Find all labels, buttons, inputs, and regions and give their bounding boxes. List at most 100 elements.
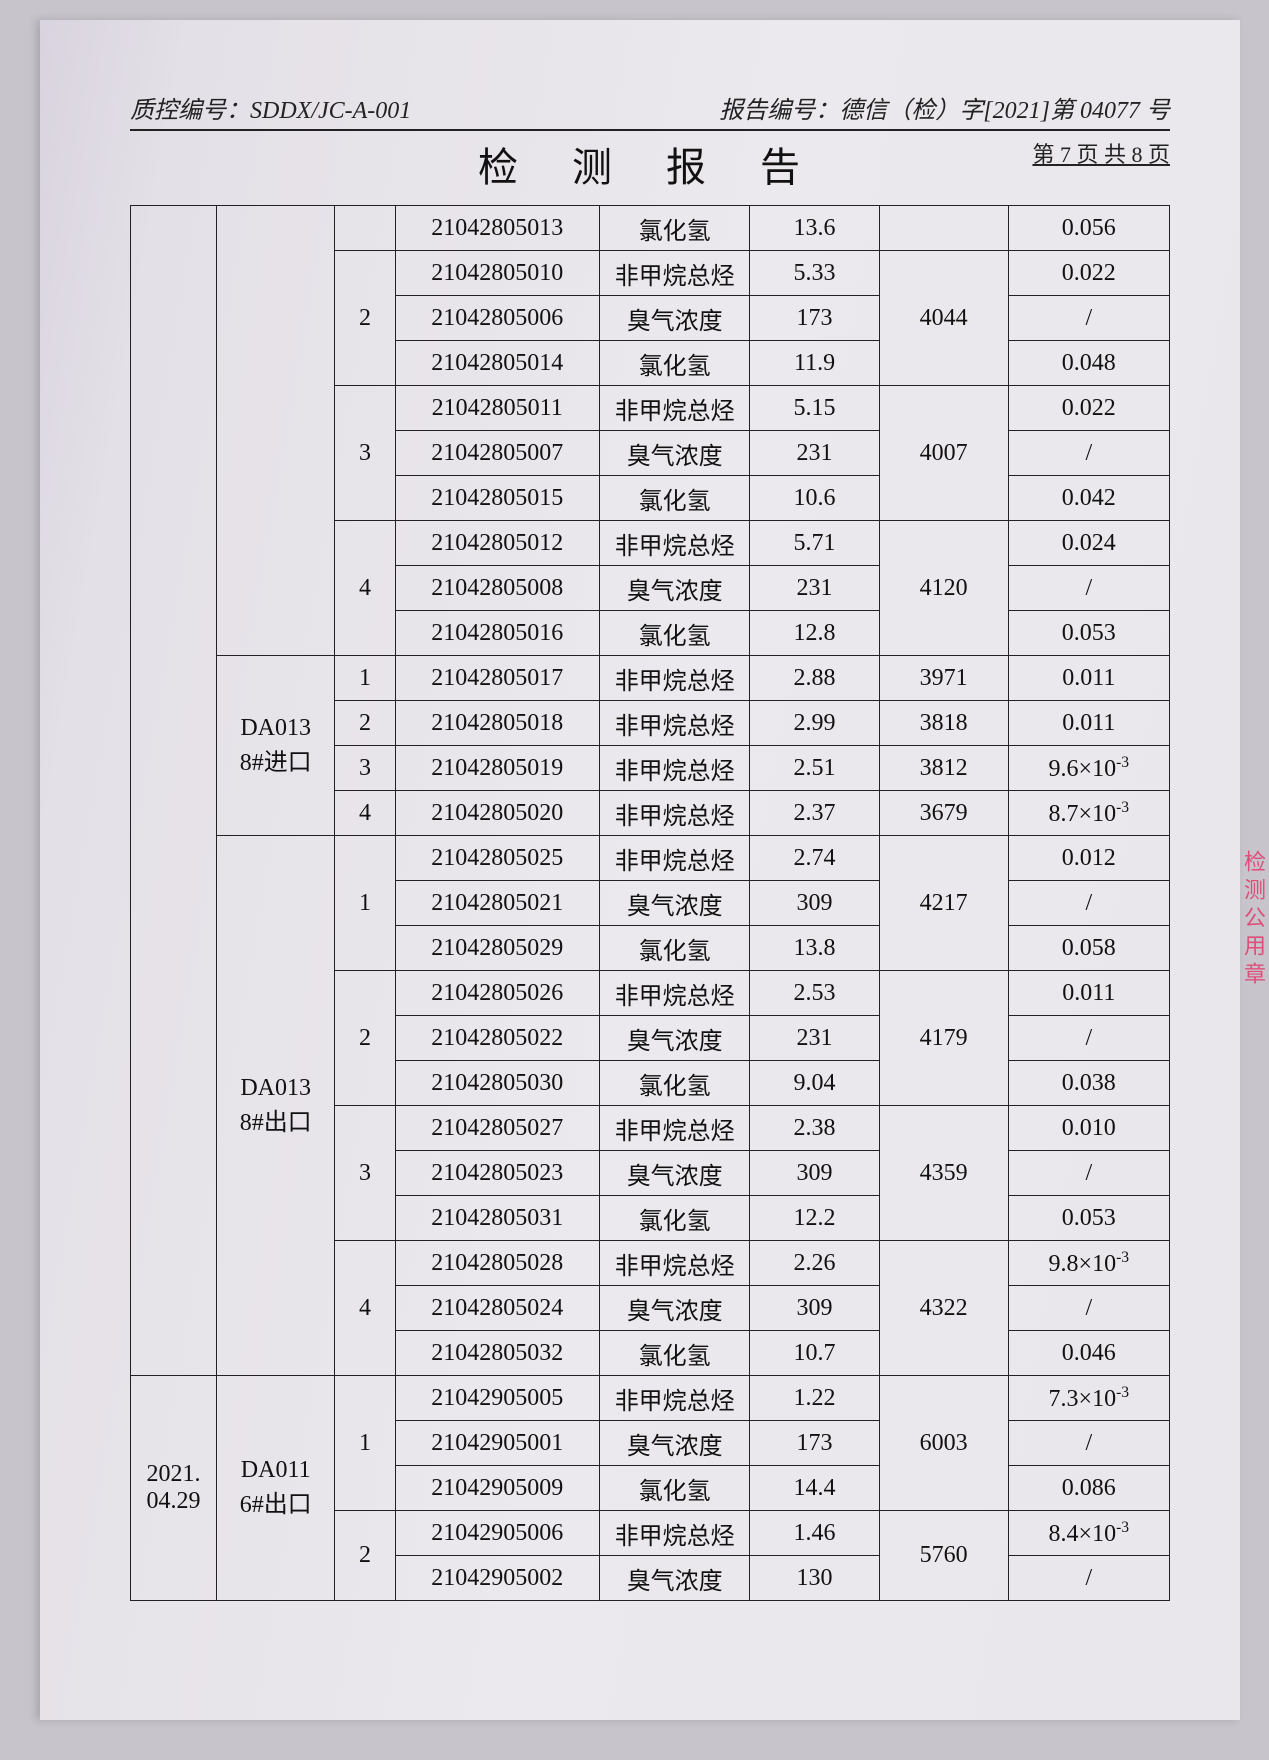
sample-id-cell: 21042805007 xyxy=(395,431,599,476)
sequence-cell: 4 xyxy=(335,521,395,656)
value-cell: 2.51 xyxy=(750,746,879,791)
value-cell: 5.71 xyxy=(750,521,879,566)
item-cell: 非甲烷总烃 xyxy=(599,971,750,1016)
sequence-cell: 2 xyxy=(335,1511,395,1601)
flow-cell: 4217 xyxy=(879,836,1008,971)
sample-id-cell: 21042805022 xyxy=(395,1016,599,1061)
location-cell: DA011 6#出口 xyxy=(217,1376,335,1601)
report-title: 检 测 报 告 xyxy=(130,135,1170,193)
value-cell: 2.37 xyxy=(750,791,879,836)
location-cell: DA013 8#出口 xyxy=(217,836,335,1376)
value-cell: 231 xyxy=(750,566,879,611)
item-cell: 非甲烷总烃 xyxy=(599,791,750,836)
qc-value: SDDX/JC-A-001 xyxy=(250,98,411,124)
qc-label: 质控编号： xyxy=(130,98,250,124)
item-cell: 臭气浓度 xyxy=(599,296,750,341)
sequence-cell: 1 xyxy=(335,836,395,971)
value-cell: 2.88 xyxy=(750,656,879,701)
sample-id-cell: 21042805010 xyxy=(395,251,599,296)
value-cell: 173 xyxy=(750,296,879,341)
item-cell: 非甲烷总烃 xyxy=(599,251,750,296)
item-cell: 氯化氢 xyxy=(599,341,750,386)
date-cell xyxy=(131,206,217,1376)
qc-number: 质控编号：SDDX/JC-A-001 xyxy=(130,90,411,125)
item-cell: 臭气浓度 xyxy=(599,1556,750,1601)
result-cell: 0.024 xyxy=(1008,521,1169,566)
sequence-cell: 2 xyxy=(335,251,395,386)
item-cell: 臭气浓度 xyxy=(599,1151,750,1196)
item-cell: 非甲烷总烃 xyxy=(599,656,750,701)
result-cell: 0.058 xyxy=(1008,926,1169,971)
sample-id-cell: 21042805030 xyxy=(395,1061,599,1106)
result-cell: / xyxy=(1008,296,1169,341)
value-cell: 130 xyxy=(750,1556,879,1601)
sample-id-cell: 21042805017 xyxy=(395,656,599,701)
result-cell: 0.038 xyxy=(1008,1061,1169,1106)
result-cell: 0.010 xyxy=(1008,1106,1169,1151)
item-cell: 氯化氢 xyxy=(599,476,750,521)
item-cell: 非甲烷总烃 xyxy=(599,1106,750,1151)
item-cell: 非甲烷总烃 xyxy=(599,701,750,746)
header-row: 质控编号：SDDX/JC-A-001 报告编号：德信（检）字[2021]第 04… xyxy=(130,90,1170,131)
flow-cell: 4007 xyxy=(879,386,1008,521)
sequence-cell: 1 xyxy=(335,1376,395,1511)
result-cell: 0.048 xyxy=(1008,341,1169,386)
flow-cell: 4120 xyxy=(879,521,1008,656)
sample-id-cell: 21042805026 xyxy=(395,971,599,1016)
result-cell: 0.053 xyxy=(1008,1196,1169,1241)
value-cell: 12.2 xyxy=(750,1196,879,1241)
result-cell: 0.011 xyxy=(1008,971,1169,1016)
value-cell: 5.33 xyxy=(750,251,879,296)
sequence-cell: 3 xyxy=(335,386,395,521)
sample-id-cell: 21042805016 xyxy=(395,611,599,656)
item-cell: 臭气浓度 xyxy=(599,1421,750,1466)
sequence-cell: 1 xyxy=(335,656,395,701)
value-cell: 231 xyxy=(750,1016,879,1061)
item-cell: 氯化氢 xyxy=(599,1061,750,1106)
flow-cell: 3679 xyxy=(879,791,1008,836)
sample-id-cell: 21042805013 xyxy=(395,206,599,251)
result-cell: 0.011 xyxy=(1008,701,1169,746)
result-cell: / xyxy=(1008,1421,1169,1466)
value-cell: 11.9 xyxy=(750,341,879,386)
report-page: 质控编号：SDDX/JC-A-001 报告编号：德信（检）字[2021]第 04… xyxy=(40,20,1240,1720)
sample-id-cell: 21042805020 xyxy=(395,791,599,836)
sequence-cell xyxy=(335,206,395,251)
flow-cell: 6003 xyxy=(879,1376,1008,1511)
data-table: 21042805013氯化氢13.60.056221042805010非甲烷总烃… xyxy=(130,205,1170,1601)
result-cell: / xyxy=(1008,1016,1169,1061)
sample-id-cell: 21042805032 xyxy=(395,1331,599,1376)
sample-id-cell: 21042805015 xyxy=(395,476,599,521)
table-row: 2021. 04.29DA011 6#出口121042905005非甲烷总烃1.… xyxy=(131,1376,1170,1421)
sample-id-cell: 21042805023 xyxy=(395,1151,599,1196)
sample-id-cell: 21042905006 xyxy=(395,1511,599,1556)
result-cell: / xyxy=(1008,1556,1169,1601)
location-cell: DA013 8#进口 xyxy=(217,656,335,836)
sample-id-cell: 21042805011 xyxy=(395,386,599,431)
item-cell: 臭气浓度 xyxy=(599,881,750,926)
flow-cell xyxy=(879,206,1008,251)
table-row: 21042805013氯化氢13.60.056 xyxy=(131,206,1170,251)
item-cell: 臭气浓度 xyxy=(599,1286,750,1331)
item-cell: 非甲烷总烃 xyxy=(599,386,750,431)
sample-id-cell: 21042805025 xyxy=(395,836,599,881)
item-cell: 非甲烷总烃 xyxy=(599,1511,750,1556)
item-cell: 非甲烷总烃 xyxy=(599,746,750,791)
sequence-cell: 4 xyxy=(335,1241,395,1376)
sample-id-cell: 21042805028 xyxy=(395,1241,599,1286)
sample-id-cell: 21042805006 xyxy=(395,296,599,341)
side-stamp: 检测公用章 xyxy=(1241,850,1269,1030)
sample-id-cell: 21042805012 xyxy=(395,521,599,566)
sample-id-cell: 21042805027 xyxy=(395,1106,599,1151)
item-cell: 非甲烷总烃 xyxy=(599,836,750,881)
result-cell: 0.012 xyxy=(1008,836,1169,881)
item-cell: 臭气浓度 xyxy=(599,566,750,611)
table-row: DA013 8#进口121042805017非甲烷总烃2.8839710.011 xyxy=(131,656,1170,701)
item-cell: 氯化氢 xyxy=(599,206,750,251)
result-cell: 8.7×10-3 xyxy=(1008,791,1169,836)
sample-id-cell: 21042805018 xyxy=(395,701,599,746)
result-cell: 0.022 xyxy=(1008,251,1169,296)
item-cell: 氯化氢 xyxy=(599,1196,750,1241)
date-cell: 2021. 04.29 xyxy=(131,1376,217,1601)
result-cell: / xyxy=(1008,881,1169,926)
